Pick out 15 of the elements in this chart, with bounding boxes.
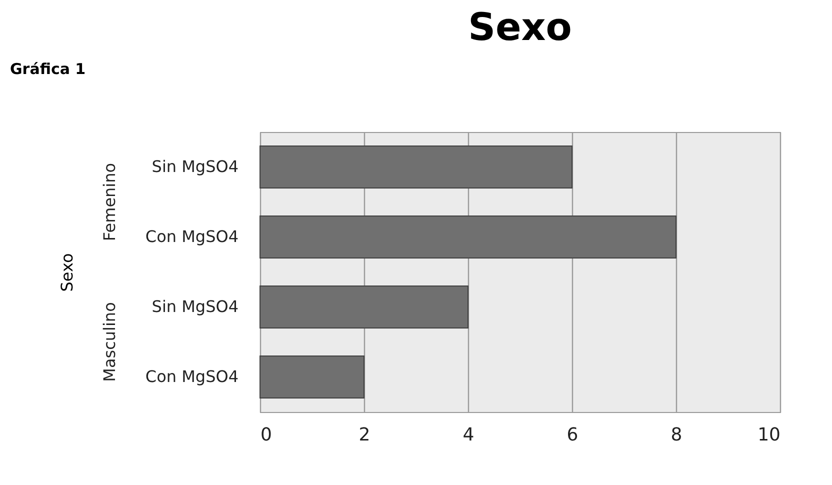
- x-tick-label: 4: [462, 424, 474, 446]
- x-tick-label: 10: [758, 424, 780, 446]
- y-tick-label: Sin MgSO4: [152, 297, 238, 316]
- x-tick-label: 2: [358, 424, 370, 446]
- text: Gráfica 1: [10, 60, 86, 78]
- chart-title: Sexo: [468, 5, 572, 49]
- y-tick-label: Con MgSO4: [145, 227, 238, 246]
- text: Masculino: [100, 302, 119, 382]
- x-tick-label: 0: [260, 424, 272, 446]
- y-tick-label: Sin MgSO4: [152, 157, 238, 176]
- x-tick-label: 6: [566, 424, 578, 446]
- text: Femenino: [100, 162, 119, 242]
- x-tick-label: 8: [670, 424, 682, 446]
- y-tick-label: Con MgSO4: [145, 367, 238, 386]
- y-axis-title: Sexo: [57, 253, 76, 292]
